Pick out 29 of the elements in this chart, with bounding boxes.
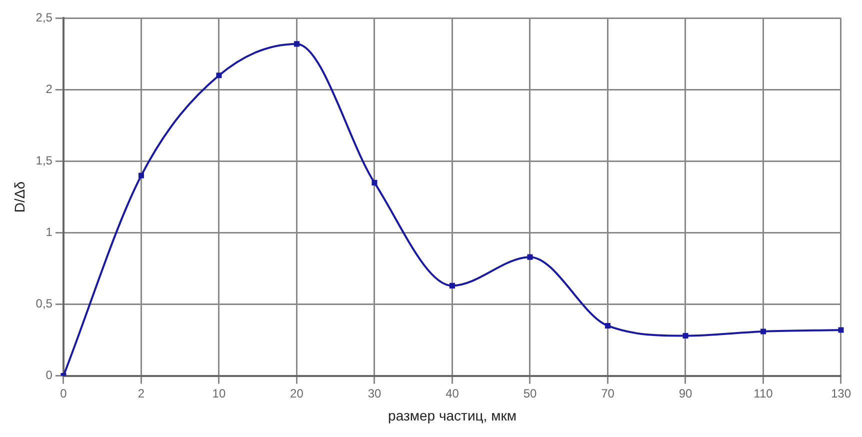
y-tick-label: 2 <box>46 82 53 96</box>
x-tick-label: 130 <box>830 386 852 400</box>
point <box>527 254 533 260</box>
x-tick-label: 40 <box>446 386 460 400</box>
x-tick-label: 70 <box>601 386 615 400</box>
y-tick-label: 0 <box>46 368 53 382</box>
y-axis-title: D/Δδ <box>11 181 28 213</box>
point <box>372 180 378 186</box>
x-tick-label: 10 <box>212 386 226 400</box>
point <box>760 328 766 334</box>
x-tick-label: 20 <box>290 386 304 400</box>
x-tick-label: 50 <box>523 386 537 400</box>
x-tick-label: 0 <box>60 386 68 400</box>
point <box>138 172 144 178</box>
point <box>216 72 222 78</box>
point <box>449 282 456 288</box>
point <box>838 327 844 333</box>
point <box>604 322 611 329</box>
y-tick-label: 0,5 <box>36 296 53 311</box>
y-tick-label: 2,5 <box>36 10 53 25</box>
y-tick-label: 1,5 <box>36 154 53 168</box>
x-tick-label: 110 <box>754 386 774 400</box>
x-tick-label: 2 <box>138 386 145 400</box>
x-tick-label: 90 <box>678 386 692 400</box>
y-tick-label: 1 <box>46 225 53 240</box>
x-axis-title: размер частиц, мкм <box>388 407 516 424</box>
x-tick-label: 30 <box>368 386 382 400</box>
point <box>294 41 300 47</box>
point <box>682 332 688 339</box>
